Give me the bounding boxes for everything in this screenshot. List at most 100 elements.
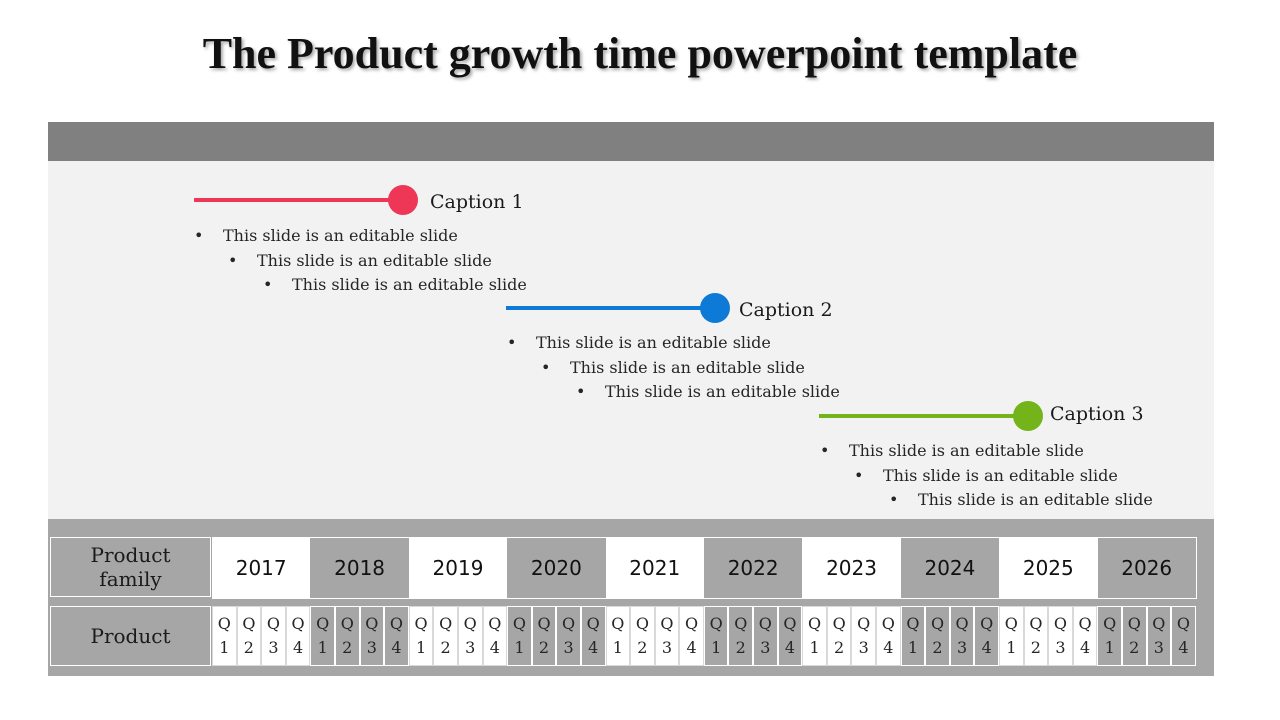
quarter-letter: Q [266,614,281,633]
quarter-letter: Q [439,614,453,633]
quarter-number: 3 [661,638,673,657]
quarter-letter: Q [537,614,551,633]
year-cell: 2025 [999,538,1098,598]
quarter-letter: Q [783,614,797,633]
step-1-bullets: This slide is an editable slide This sli… [194,224,527,298]
quarter-number: 1 [612,638,623,657]
year-cell: 2019 [408,538,508,598]
quarter-letter: Q [930,614,945,633]
quarter-number: 3 [366,638,377,657]
quarter-letter: Q [857,614,871,633]
year-cell: 2018 [310,538,409,598]
quarter-number: 2 [342,638,353,657]
step-1-dot [388,185,418,215]
quarter-number: 3 [268,638,279,657]
step-2-bullet-3: This slide is an editable slide [576,380,840,405]
quarter-letter: Q [217,614,231,633]
quarter-letter: Q [955,614,969,633]
year-cell: 2022 [703,538,803,598]
quarter-number: 4 [588,638,599,657]
step-3-dot [1013,401,1043,431]
quarter-letter: Q [291,614,305,633]
quarter-letter: Q [709,614,723,633]
steps-panel: Caption 1 This slide is an editable slid… [48,161,1214,519]
quarter-number: 4 [883,638,894,657]
step-1-bullet-2: This slide is an editable slide [228,249,527,274]
quarter-number: 2 [538,638,550,657]
quarter-letter: Q [734,614,748,633]
step-2-bullet-2: This slide is an editable slide [541,356,840,381]
quarter-number: 4 [981,638,992,657]
step-3-caption: Caption 3 [1050,403,1144,425]
quarter-number: 1 [317,638,328,657]
year-cell: 2026 [1097,538,1196,598]
quarter-letter: Q [1029,614,1043,633]
quarter-number: 3 [858,638,869,657]
quarter-number: 1 [711,638,722,657]
quarter-number: 1 [907,638,919,657]
year-cell: 2017 [212,538,311,598]
step-1-bullet-3: This slide is an editable slide [263,273,527,298]
quarter-letter: Q [1152,614,1166,633]
quarter-number: 1 [1104,638,1115,657]
header-bar [48,122,1214,161]
quarter-letter: Q [1078,614,1092,633]
step-3-line [819,414,1019,418]
quarter-letter: Q [463,614,477,633]
step-3-bullets: This slide is an editable slide This sli… [820,439,1153,513]
quarter-number: 3 [957,638,968,657]
quarter-number: 2 [834,638,845,657]
quarter-number: 1 [1006,638,1017,657]
slide-title: The Product growth time powerpoint templ… [202,29,1078,78]
step-1-line [194,198,394,202]
quarter-number: 3 [760,638,771,657]
quarter-number: 4 [489,638,500,657]
quarter-number: 4 [686,638,697,657]
year-cell: 2023 [802,538,901,598]
quarter-number: 4 [391,638,402,657]
quarter-letter: Q [512,614,526,633]
quarter-letter: Q [758,614,772,633]
quarter-number: 4 [1178,638,1189,657]
quarter-letter: Q [881,614,895,633]
quarter-number: 1 [219,638,230,657]
quarter-letter: Q [832,614,846,633]
quarter-letter: Q [807,614,822,633]
quarter-number: 4 [784,638,796,657]
step-2-caption: Caption 2 [739,299,833,321]
year-cell: 2024 [900,538,1000,598]
quarter-number: 2 [1129,638,1140,657]
years-row: 2017 2018 2019 2020 2021 2022 2023 2024 2025 2026 [212,537,1197,599]
timeline-table: Product family 2017 2018 2019 2020 2021 2022 2… [48,519,1214,676]
quarter-letter: Q [906,614,920,633]
step-3-bullet-1: This slide is an editable slide [820,439,1153,464]
quarter-number: 2 [932,638,943,657]
quarter-number: 4 [1079,638,1091,657]
quarter-number: 2 [243,638,254,657]
year-cell: 2020 [507,538,606,598]
